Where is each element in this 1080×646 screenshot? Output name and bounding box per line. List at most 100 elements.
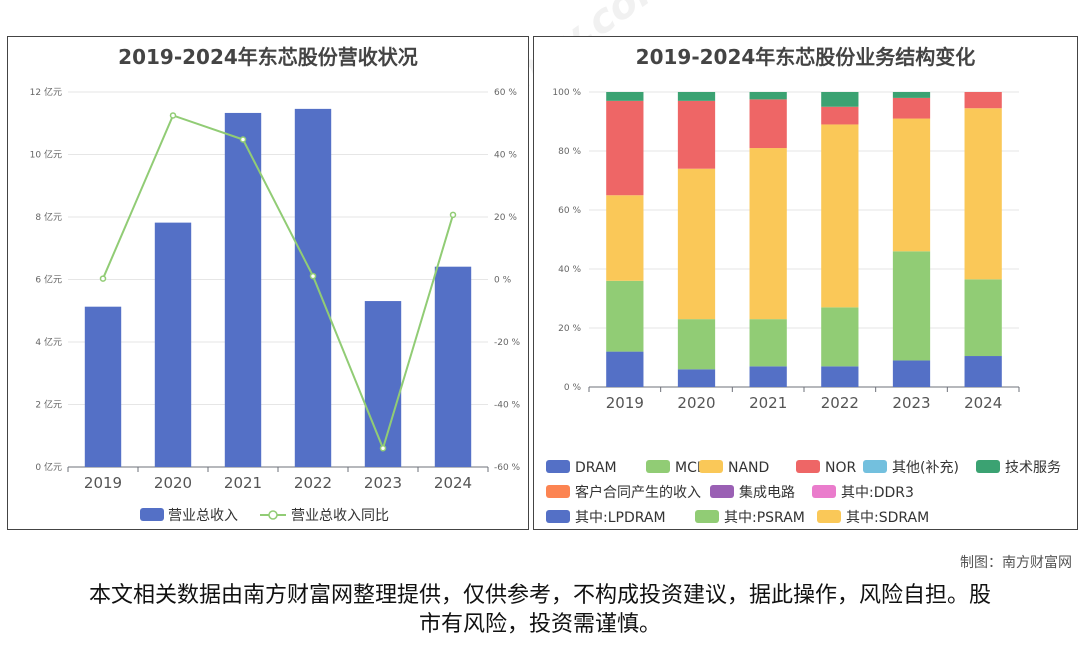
x-tick-label: 2022 xyxy=(821,394,859,412)
legend-label: 其中:PSRAM xyxy=(724,510,805,526)
bar-segment-2022 xyxy=(821,92,859,107)
point-yoy-2021 xyxy=(239,136,247,143)
legend-label: 集成电路 xyxy=(739,484,795,501)
legend-label: NOR xyxy=(825,460,856,476)
legend-swatch xyxy=(796,460,820,473)
bar-segment-2019 xyxy=(606,100,644,196)
y-tick-label-left: 2 亿元 xyxy=(35,399,62,411)
legend-label: MCP xyxy=(675,460,705,476)
bar-segment-2019 xyxy=(606,195,644,281)
point-yoy-2024 xyxy=(449,211,457,219)
x-tick-label: 2024 xyxy=(434,474,472,492)
legend-swatch xyxy=(817,510,841,523)
y-tick-label: 40 % xyxy=(558,265,581,275)
chart-title: 2019-2024年东芯股份业务结构变化 xyxy=(635,45,976,69)
bar-segment-2020 xyxy=(677,319,716,370)
bar-segment-2022 xyxy=(821,124,859,308)
line-revenue-yoy xyxy=(102,114,454,452)
x-tick-label: 2020 xyxy=(677,394,715,412)
legend-label: NAND xyxy=(728,460,769,476)
y-tick-label-right: 40 % xyxy=(494,151,517,161)
legend-swatch xyxy=(646,460,670,473)
bar-revenue-2022 xyxy=(294,108,332,467)
bar-segment-2023 xyxy=(892,92,931,98)
disclaimer-text: 本文相关数据由南方财富网整理提供，仅供参考，不构成投资建议，据此操作，风险自担。… xyxy=(88,583,991,637)
bar-segment-2020 xyxy=(677,369,716,387)
x-tick-label: 2020 xyxy=(154,474,192,492)
bar-segment-2024 xyxy=(964,92,1002,109)
legend-label: DRAM xyxy=(575,460,617,476)
legend-swatch xyxy=(699,460,723,473)
revenue-chart: 0 亿元 2 亿元 4 亿元 6 亿元 8 亿元 10 亿元 12 亿元 -60 % -40 %… xyxy=(30,86,521,524)
y-tick-label-right: 60 % xyxy=(494,88,517,98)
y-tick-label-left: 12 亿元 xyxy=(30,86,62,98)
bar-segment-2021 xyxy=(749,99,787,149)
x-tick-label: 2023 xyxy=(364,474,402,492)
revenue-chart-panel: 2019-2024年东芯股份营收状况 0 亿元 2 亿元 4 亿元 6 亿元 8 亿元 1… xyxy=(7,36,529,530)
x-tick-label: 2021 xyxy=(749,394,787,412)
legend-swatch xyxy=(812,485,836,498)
structure-chart-panel: 2019-2024年东芯股份业务结构变化 0 % 20 % 40 % 60 % 80 %… xyxy=(533,36,1078,530)
point-yoy-2020 xyxy=(169,112,177,119)
y-tick-label-right: -20 % xyxy=(494,338,521,348)
chart-credit: 制图：南方财富网 xyxy=(960,555,1072,571)
y-tick-label: 80 % xyxy=(558,147,581,157)
legend-label: 营业总收入 xyxy=(168,508,238,524)
legend-label: 其中:LPDRAM xyxy=(575,510,666,526)
legend-marker-yoy xyxy=(268,510,278,520)
bar-segment-2019 xyxy=(606,280,644,352)
x-tick-label: 2019 xyxy=(606,394,644,412)
bar-segment-2023 xyxy=(892,118,931,252)
x-tick-label: 2023 xyxy=(892,394,930,412)
bar-segment-2022 xyxy=(821,307,859,367)
bar-revenue-2019 xyxy=(84,306,122,467)
legend-label: 其他(补充) xyxy=(892,460,959,476)
legend-swatch xyxy=(546,460,570,473)
y-tick-label-right: 20 % xyxy=(494,213,517,223)
y-tick-label: 100 % xyxy=(552,88,581,98)
legend-swatch xyxy=(546,485,570,498)
y-tick-label: 60 % xyxy=(558,206,581,216)
y-tick-label: 20 % xyxy=(558,324,581,334)
legend-label: 其中:DDR3 xyxy=(841,485,914,501)
bar-segment-2023 xyxy=(892,97,931,119)
bar-segment-2019 xyxy=(606,351,644,387)
point-yoy-2019 xyxy=(99,275,107,282)
x-tick-label: 2021 xyxy=(224,474,262,492)
y-tick-label-right: -60 % xyxy=(494,463,521,473)
bar-segment-2023 xyxy=(892,251,931,361)
x-tick-label: 2022 xyxy=(294,474,332,492)
legend-label: 营业总收入同比 xyxy=(291,508,389,524)
legend-swatch xyxy=(695,510,719,523)
bar-segment-2020 xyxy=(677,100,716,169)
bar-segment-2022 xyxy=(821,366,859,387)
y-tick-label-left: 8 亿元 xyxy=(35,211,62,223)
bar-revenue-2024 xyxy=(434,266,472,467)
y-tick-label: 0 % xyxy=(564,383,582,393)
y-tick-label-left: 4 亿元 xyxy=(35,336,62,348)
legend-swatch xyxy=(710,485,734,498)
bar-segment-2024 xyxy=(964,279,1002,357)
point-yoy-2023 xyxy=(379,445,387,452)
bar-segment-2023 xyxy=(892,360,931,387)
legend-swatch-revenue xyxy=(140,508,164,521)
bar-revenue-2021 xyxy=(224,112,262,467)
x-tick-label: 2019 xyxy=(84,474,122,492)
legend-swatch xyxy=(976,460,1000,473)
y-tick-label-right: 0 % xyxy=(494,276,512,286)
legend-swatch xyxy=(863,460,887,473)
point-yoy-2022 xyxy=(309,272,317,280)
y-tick-label-right: -40 % xyxy=(494,401,521,411)
legend-label: 技术服务 xyxy=(1005,460,1061,476)
bar-segment-2024 xyxy=(964,108,1002,280)
bar-segment-2021 xyxy=(749,319,787,367)
bar-revenue-2023 xyxy=(364,301,402,467)
bar-segment-2021 xyxy=(749,366,787,387)
bar-segment-2020 xyxy=(677,168,716,320)
y-tick-label-left: 6 亿元 xyxy=(35,274,62,286)
legend-label: 客户合同产生的收入 xyxy=(575,484,701,501)
legend-swatch xyxy=(546,510,570,523)
bar-segment-2024 xyxy=(964,356,1002,387)
bar-segment-2019 xyxy=(606,92,644,101)
y-tick-label-left: 10 亿元 xyxy=(30,149,62,161)
